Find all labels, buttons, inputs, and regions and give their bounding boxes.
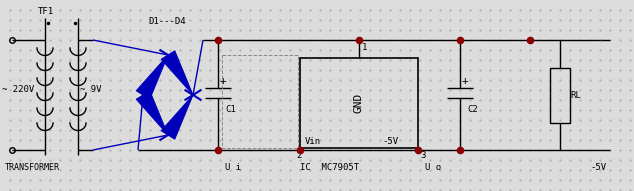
Text: 2: 2 bbox=[296, 151, 301, 159]
Bar bbox=[550, 67, 570, 122]
Text: C1: C1 bbox=[225, 105, 236, 114]
Bar bbox=[300, 58, 418, 148]
Text: IC  MC7905T: IC MC7905T bbox=[300, 163, 359, 172]
Polygon shape bbox=[161, 51, 193, 95]
Text: TRANSFORMER: TRANSFORMER bbox=[5, 163, 60, 172]
Text: 1: 1 bbox=[362, 43, 367, 52]
Text: -5V: -5V bbox=[590, 163, 606, 172]
Text: +: + bbox=[462, 76, 469, 86]
Text: RL: RL bbox=[570, 91, 581, 100]
Text: ~ 220V: ~ 220V bbox=[2, 86, 34, 95]
Polygon shape bbox=[161, 95, 193, 139]
Text: U o: U o bbox=[425, 163, 441, 172]
Text: U i: U i bbox=[225, 163, 241, 172]
Text: -5V: -5V bbox=[382, 138, 398, 146]
Text: TF1: TF1 bbox=[38, 7, 54, 16]
Text: D1---D4: D1---D4 bbox=[148, 18, 186, 27]
Text: 3: 3 bbox=[420, 151, 425, 159]
Polygon shape bbox=[136, 55, 168, 99]
Text: Vin: Vin bbox=[305, 138, 321, 146]
Text: C2: C2 bbox=[467, 105, 478, 114]
Bar bbox=[222, 55, 298, 148]
Text: +: + bbox=[220, 76, 227, 86]
Text: GND: GND bbox=[354, 93, 364, 113]
Text: ~ 9V: ~ 9V bbox=[80, 86, 101, 95]
Polygon shape bbox=[136, 91, 168, 135]
